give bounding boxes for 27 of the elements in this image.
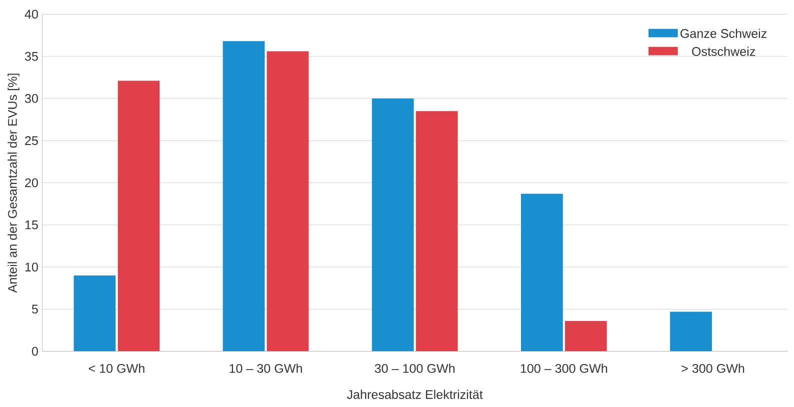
x-tick-label: > 300 GWh xyxy=(682,364,744,374)
x-tick-label: < 10 GWh xyxy=(88,364,144,374)
y-tick-label: 30 xyxy=(24,94,38,104)
y-tick-label: 5 xyxy=(32,304,38,314)
bar xyxy=(564,321,607,352)
bar xyxy=(670,312,712,352)
bar xyxy=(222,41,265,352)
y-tick-label: 15 xyxy=(25,220,38,230)
x-axis-title: Jahresabsatz Elektrizität xyxy=(346,390,483,400)
y-tick-label: 40 xyxy=(24,10,38,19)
bar xyxy=(266,51,309,352)
legend-label: Ganze Schweiz xyxy=(680,28,767,38)
x-tick-label: 100 – 300 GWh xyxy=(520,364,608,374)
bar xyxy=(74,276,116,352)
bar xyxy=(372,98,414,352)
y-tick-label: 35 xyxy=(24,52,38,61)
bar xyxy=(520,194,563,352)
y-tick-label: 20 xyxy=(25,178,38,188)
x-tick-label: 10 – 30 GWh xyxy=(230,364,302,374)
y-axis-title: Anteil an der Gesamtzahl der EVUs [%] xyxy=(8,74,20,293)
bar xyxy=(118,80,160,352)
y-tick-label: 25 xyxy=(25,136,38,146)
y-tick-label: 0 xyxy=(32,347,38,356)
x-tick-label: 30 – 100 GWh xyxy=(374,364,455,374)
legend-label: Ostschweiz xyxy=(692,46,755,56)
y-tick-label: 10 xyxy=(25,262,38,272)
bar xyxy=(416,111,458,352)
